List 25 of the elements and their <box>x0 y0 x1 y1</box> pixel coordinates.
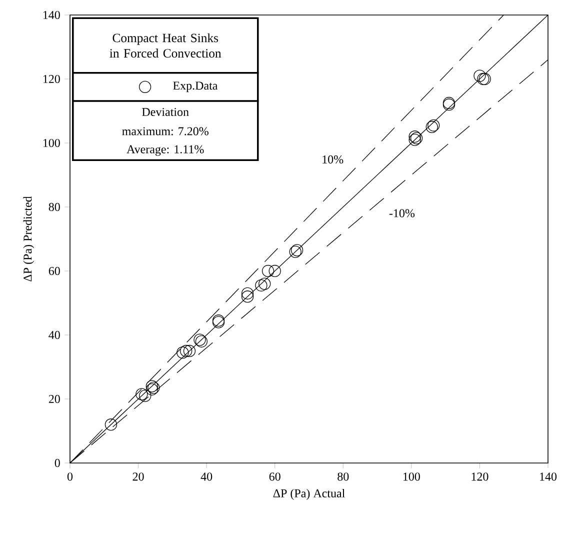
y-tick-label: 0 <box>54 458 60 468</box>
y-tick-label: 80 <box>48 202 60 212</box>
annotation: Average: 1.11% <box>126 145 204 156</box>
x-tick-label: 0 <box>67 472 73 481</box>
x-axis-title: ΔP (Pa) Actual <box>273 488 345 500</box>
x-tick-label: 40 <box>200 472 212 481</box>
x-tick-label: 60 <box>269 472 280 481</box>
y-tick-label: 60 <box>48 266 60 276</box>
x-tick-label: 20 <box>132 472 144 481</box>
y-tick-label: 40 <box>48 330 60 340</box>
x-tick-label: 140 <box>540 472 557 481</box>
y-tick-label: 140 <box>43 10 60 20</box>
y-tick-label: 120 <box>43 74 60 84</box>
annotation: Deviation <box>142 108 189 116</box>
y-tick-label: 100 <box>43 138 60 148</box>
annotation: maximum: 7.20% <box>122 127 208 136</box>
legend-title: Compact Heat Sinks in Forced Convection <box>110 33 222 58</box>
y-axis-title: ΔP (Pa) Predicted <box>23 196 34 282</box>
series-label: -10% <box>389 209 415 218</box>
x-tick-label: 120 <box>472 472 488 481</box>
legend-label: Exp.Data <box>173 82 218 92</box>
y-tick-label: 20 <box>48 394 60 404</box>
series-label: 10% <box>322 155 344 164</box>
x-tick-label: 80 <box>338 472 349 481</box>
x-tick-label: 100 <box>403 472 420 481</box>
